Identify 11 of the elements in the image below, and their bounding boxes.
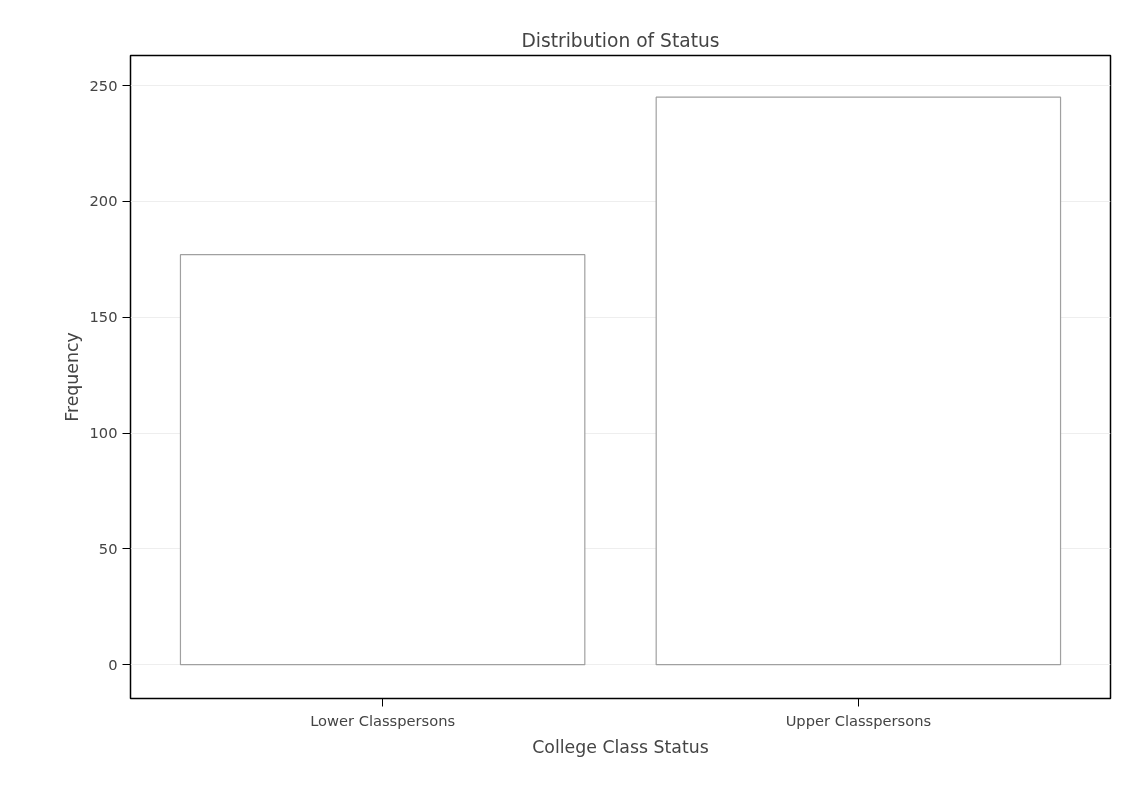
y-tick-label: 150	[89, 308, 118, 326]
x-tick-label: Lower Classpersons	[310, 711, 456, 729]
y-tick-label: 200	[89, 192, 118, 210]
x-tick-label: Upper Classpersons	[785, 711, 932, 729]
y-axis-title: Frequency	[61, 332, 82, 422]
x-axis-title: College Class Status	[532, 736, 709, 757]
y-tick-label: 0	[108, 655, 118, 673]
chart-title: Distribution of Status	[521, 29, 720, 51]
y-tick-label: 50	[98, 539, 118, 557]
y-tick-label: 250	[89, 76, 118, 94]
y-tick-label: 100	[89, 424, 118, 442]
